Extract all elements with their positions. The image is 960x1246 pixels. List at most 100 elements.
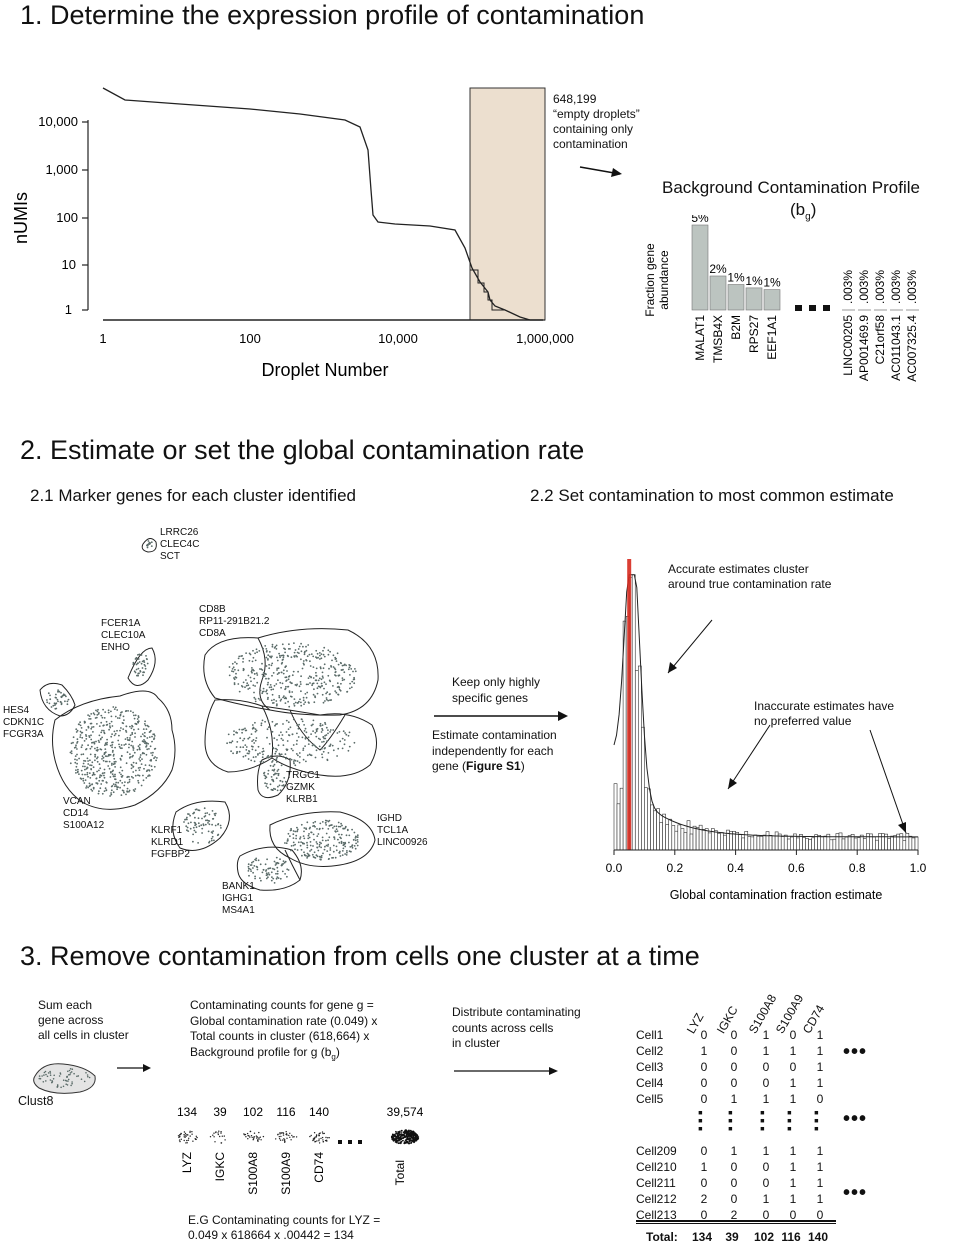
cell-point	[346, 691, 348, 693]
table-row: Cell4 0 0 0 1 1	[636, 1076, 896, 1092]
cell-point	[272, 877, 275, 880]
cell-point	[250, 864, 253, 866]
count-point	[277, 1134, 279, 1136]
cell-point	[73, 746, 76, 749]
cell-point	[282, 669, 285, 672]
cell-point	[201, 817, 203, 820]
cell-point	[348, 850, 351, 853]
cell-point	[90, 745, 93, 748]
cell-point	[112, 775, 115, 778]
cell-point	[305, 645, 307, 648]
count-cell: 0	[762, 1176, 770, 1190]
cell-point	[76, 748, 78, 750]
cell-point	[75, 769, 77, 771]
count-point	[189, 1135, 191, 1137]
cell-point	[325, 698, 328, 701]
cell-point	[324, 819, 327, 822]
cell-point	[337, 685, 340, 688]
cell-point	[352, 839, 355, 841]
cell-point	[137, 779, 140, 782]
cell-point	[237, 669, 240, 672]
cell-point	[204, 823, 207, 826]
cell-point	[296, 760, 299, 762]
count-cell: 1	[789, 1092, 797, 1106]
cell-point	[287, 728, 290, 730]
cell-point	[132, 749, 135, 751]
count-point	[177, 1135, 180, 1137]
cell-point	[111, 746, 113, 749]
cell-point	[252, 867, 254, 869]
cell-point	[309, 665, 312, 667]
cell-point	[98, 769, 100, 772]
cell-point	[280, 731, 282, 734]
knee-staircase	[470, 269, 505, 311]
cell-point	[348, 731, 351, 734]
cell-point	[117, 739, 120, 742]
bg-bar-pct: 5%	[691, 215, 709, 225]
cell-point	[322, 677, 324, 679]
hist-bar	[665, 824, 670, 851]
cell-point	[83, 1080, 86, 1083]
cell-point	[187, 822, 190, 825]
cell-point	[319, 667, 322, 670]
cell-point	[325, 844, 328, 847]
cell-point	[97, 708, 99, 711]
total-cell: 140	[807, 1230, 829, 1244]
total-point	[408, 1135, 410, 1138]
count-point	[318, 1140, 320, 1142]
cell-point	[297, 841, 300, 844]
count-point	[256, 1137, 258, 1139]
cluster-outline-top	[141, 538, 157, 553]
hist-bar	[674, 830, 679, 851]
cell-point	[352, 670, 354, 673]
cell-point	[312, 693, 315, 696]
cell-point	[320, 846, 322, 849]
count-cell: 1	[789, 1144, 797, 1158]
count-point	[186, 1139, 188, 1142]
cell-point	[340, 682, 342, 685]
column-ellipsis: ▪ ▪ ▪	[760, 1104, 765, 1136]
cell-point	[337, 663, 340, 666]
cell-point	[325, 832, 328, 835]
total-point	[404, 1139, 407, 1142]
count-point	[189, 1131, 191, 1134]
cell-point	[285, 680, 287, 682]
count-cell: 1	[816, 1192, 824, 1206]
total-point	[415, 1135, 418, 1137]
cell-point	[266, 692, 269, 695]
cell-point	[339, 825, 342, 828]
cell-point	[304, 745, 306, 747]
cell-point	[263, 774, 266, 777]
cell-point	[276, 656, 278, 659]
cell-point	[262, 750, 265, 753]
cell-point	[130, 775, 133, 778]
cell-point	[86, 773, 89, 776]
cell-point	[140, 735, 142, 738]
cell-point	[271, 730, 274, 733]
cell-point	[128, 781, 131, 783]
cell-point	[333, 825, 336, 828]
cell-point	[95, 709, 97, 712]
cell-point	[296, 724, 299, 727]
cell-point	[101, 758, 103, 760]
cell-point	[72, 736, 75, 739]
cell-point	[80, 727, 83, 729]
cell-point	[253, 865, 256, 867]
cell-point	[276, 723, 278, 725]
cell-point	[304, 737, 307, 739]
cell-point	[213, 839, 215, 842]
cell-point	[126, 791, 129, 793]
cell-point	[339, 836, 341, 839]
cell-point	[81, 731, 84, 734]
count-point	[318, 1132, 320, 1135]
inaccurate-arrow-head	[728, 778, 737, 789]
cell-point	[85, 787, 87, 789]
cell-point	[114, 775, 116, 778]
cell-point	[255, 756, 257, 758]
cell-point	[242, 661, 244, 663]
cell-point	[297, 736, 300, 738]
cell-point	[214, 824, 217, 827]
total-point	[408, 1134, 411, 1136]
cell-point	[252, 668, 254, 671]
ellipsis-dot	[338, 1140, 342, 1144]
